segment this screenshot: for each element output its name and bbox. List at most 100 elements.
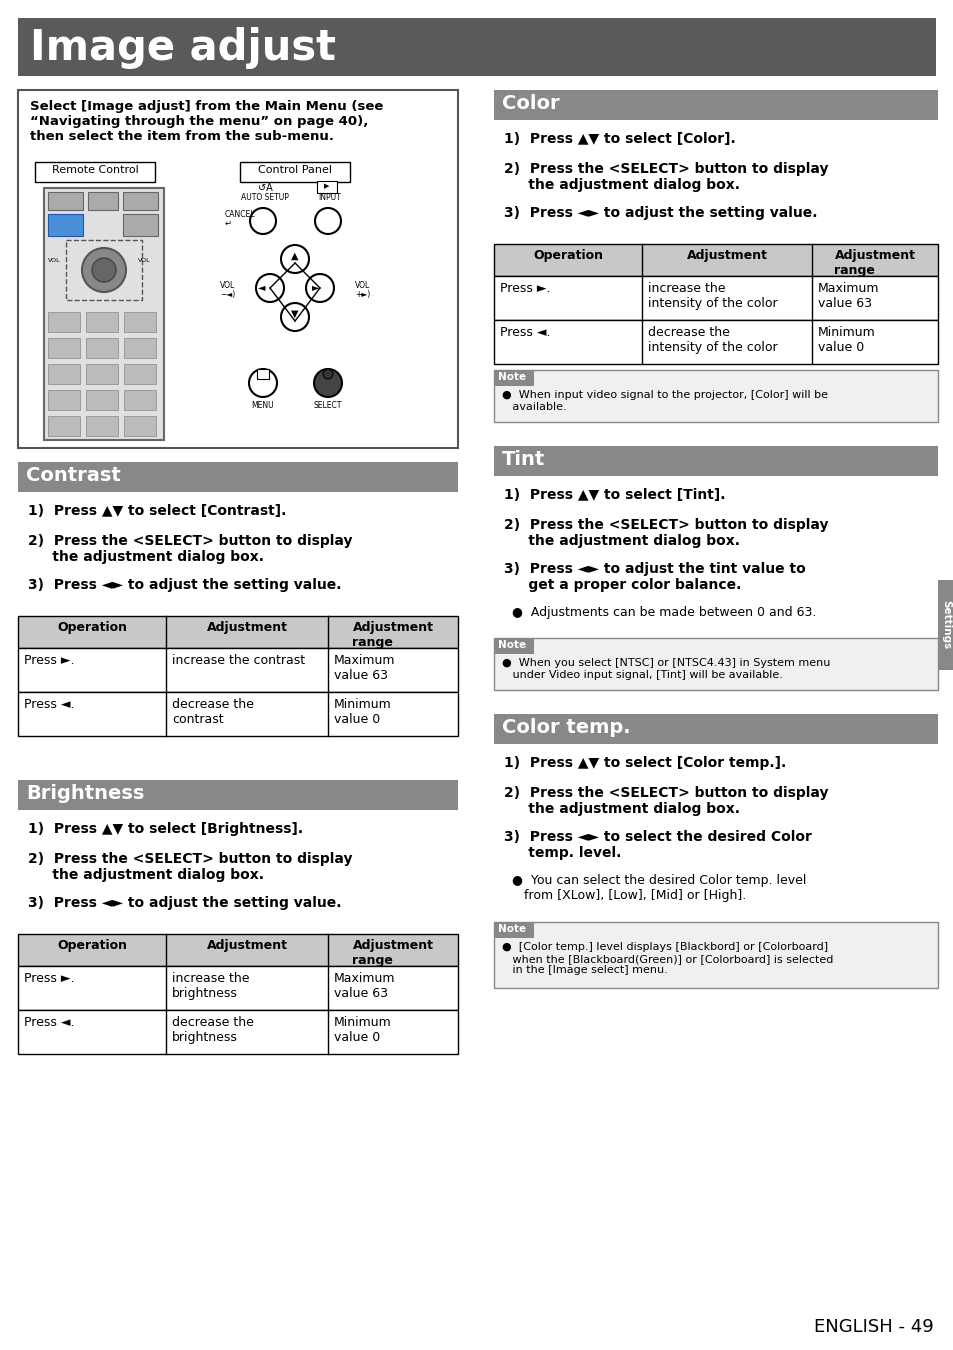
Bar	[18, 934, 457, 967]
Text: Operation: Operation	[533, 248, 602, 262]
Bar	[124, 416, 156, 436]
Bar	[494, 922, 534, 938]
Text: Adjustment
range: Adjustment range	[352, 621, 433, 649]
Bar	[48, 364, 80, 383]
Text: Note: Note	[497, 373, 525, 382]
Text: 1)  Press ▲▼ to select [Tint].: 1) Press ▲▼ to select [Tint].	[503, 487, 724, 502]
Text: Minimum
value 0: Minimum value 0	[334, 1017, 392, 1044]
Text: 2)  Press the <SELECT> button to display
     the adjustment dialog box.: 2) Press the <SELECT> button to display …	[28, 852, 352, 882]
Text: Maximum
value 63: Maximum value 63	[334, 972, 395, 1000]
Bar	[18, 462, 457, 491]
Text: ►: ►	[312, 282, 319, 292]
Bar	[48, 338, 80, 358]
Text: ▼: ▼	[291, 309, 298, 319]
Text: Remote Control: Remote Control	[51, 165, 138, 176]
Text: Press ►.: Press ►.	[24, 653, 74, 667]
Text: Control Panel: Control Panel	[257, 165, 332, 176]
Bar	[18, 616, 457, 648]
Text: VOL: VOL	[220, 281, 235, 290]
Bar	[124, 338, 156, 358]
Text: CANCEL: CANCEL	[225, 211, 255, 219]
Bar	[494, 320, 937, 364]
Text: 3)  Press ◄► to select the desired Color
     temp. level.: 3) Press ◄► to select the desired Color …	[503, 830, 811, 860]
Text: VOL: VOL	[355, 281, 370, 290]
Text: Press ◄.: Press ◄.	[24, 1017, 74, 1029]
Bar	[316, 181, 336, 193]
Circle shape	[323, 369, 333, 379]
Bar	[18, 648, 457, 693]
Bar	[48, 312, 80, 332]
Text: Press ►.: Press ►.	[499, 282, 550, 296]
Text: Note: Note	[497, 923, 525, 934]
Bar	[124, 312, 156, 332]
Text: SELECT: SELECT	[314, 401, 342, 410]
Text: Note: Note	[497, 640, 525, 649]
Bar	[18, 90, 457, 448]
Text: increase the contrast: increase the contrast	[172, 653, 305, 667]
Text: Maximum
value 63: Maximum value 63	[334, 653, 395, 682]
Bar	[86, 312, 118, 332]
Bar	[494, 714, 937, 744]
Text: 1)  Press ▲▼ to select [Color].: 1) Press ▲▼ to select [Color].	[503, 132, 735, 146]
Bar	[494, 370, 534, 386]
Bar	[494, 639, 937, 690]
Text: +►): +►)	[355, 290, 370, 298]
Text: Press ►.: Press ►.	[24, 972, 74, 986]
Text: Adjustment
range: Adjustment range	[352, 940, 433, 967]
Bar	[123, 215, 158, 236]
Text: 3)  Press ◄► to adjust the setting value.: 3) Press ◄► to adjust the setting value.	[28, 896, 341, 910]
Bar	[86, 364, 118, 383]
Text: VOL: VOL	[138, 258, 151, 263]
Bar	[86, 390, 118, 410]
Text: 2)  Press the <SELECT> button to display
     the adjustment dialog box.: 2) Press the <SELECT> button to display …	[503, 786, 827, 817]
Text: −◄): −◄)	[220, 290, 235, 298]
Bar	[86, 338, 118, 358]
Text: ●  When input video signal to the projector, [Color] will be
   available.: ● When input video signal to the project…	[501, 390, 827, 412]
Text: ●  Adjustments can be made between 0 and 63.: ● Adjustments can be made between 0 and …	[512, 606, 816, 620]
Text: ●  [Color temp.] level displays [Blackbord] or [Colorboard]
   when the [Blackbo: ● [Color temp.] level displays [Blackbor…	[501, 942, 833, 975]
Text: 1)  Press ▲▼ to select [Brightness].: 1) Press ▲▼ to select [Brightness].	[28, 822, 303, 836]
Bar	[240, 162, 350, 182]
Text: increase the
intensity of the color: increase the intensity of the color	[647, 282, 777, 310]
Text: ▲: ▲	[291, 251, 298, 261]
Text: 1)  Press ▲▼ to select [Color temp.].: 1) Press ▲▼ to select [Color temp.].	[503, 756, 785, 770]
Bar	[48, 416, 80, 436]
Text: Brightness: Brightness	[26, 784, 144, 803]
Text: Select [Image adjust] from the Main Menu (see
“Navigating through the menu” on p: Select [Image adjust] from the Main Menu…	[30, 100, 383, 143]
Text: Adjustment: Adjustment	[686, 248, 767, 262]
Bar	[44, 188, 164, 440]
Text: VOL: VOL	[48, 258, 61, 263]
Text: 3)  Press ◄► to adjust the setting value.: 3) Press ◄► to adjust the setting value.	[28, 578, 341, 593]
Text: ▶: ▶	[324, 184, 330, 189]
Text: ENGLISH - 49: ENGLISH - 49	[814, 1318, 933, 1336]
Text: Adjustment: Adjustment	[206, 940, 287, 952]
Text: 2)  Press the <SELECT> button to display
     the adjustment dialog box.: 2) Press the <SELECT> button to display …	[503, 518, 827, 548]
Bar	[66, 240, 142, 300]
Text: ↺A: ↺A	[257, 184, 273, 193]
Text: 3)  Press ◄► to adjust the tint value to
     get a proper color balance.: 3) Press ◄► to adjust the tint value to …	[503, 562, 805, 593]
Text: Press ◄.: Press ◄.	[24, 698, 74, 711]
Text: decrease the
intensity of the color: decrease the intensity of the color	[647, 325, 777, 354]
Text: MENU: MENU	[252, 401, 274, 410]
Bar	[494, 639, 534, 653]
Text: decrease the
contrast: decrease the contrast	[172, 698, 253, 726]
Bar	[124, 364, 156, 383]
Bar	[494, 275, 937, 320]
Circle shape	[91, 258, 116, 282]
Text: Minimum
value 0: Minimum value 0	[817, 325, 875, 354]
Text: decrease the
brightness: decrease the brightness	[172, 1017, 253, 1044]
Text: Image adjust: Image adjust	[30, 27, 335, 69]
Bar	[88, 192, 118, 211]
Bar	[35, 162, 154, 182]
Bar	[18, 967, 457, 1010]
Bar	[124, 390, 156, 410]
Bar	[18, 1010, 457, 1054]
Bar	[494, 446, 937, 477]
Text: Minimum
value 0: Minimum value 0	[334, 698, 392, 726]
Text: Tint: Tint	[501, 450, 545, 468]
Bar	[937, 580, 953, 670]
Text: ●  When you select [NTSC] or [NTSC4.43] in System menu
   under Video input sign: ● When you select [NTSC] or [NTSC4.43] i…	[501, 657, 829, 679]
Text: Press ◄.: Press ◄.	[499, 325, 550, 339]
Bar	[18, 693, 457, 736]
Text: 2)  Press the <SELECT> button to display
     the adjustment dialog box.: 2) Press the <SELECT> button to display …	[28, 535, 352, 564]
